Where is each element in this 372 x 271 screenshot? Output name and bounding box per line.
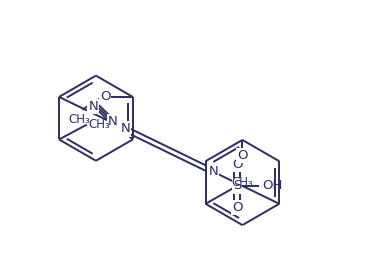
Text: O: O	[100, 91, 110, 104]
Text: N: N	[120, 122, 130, 136]
Text: N: N	[88, 100, 98, 113]
Text: N: N	[108, 115, 118, 128]
Text: CH₃: CH₃	[89, 118, 110, 131]
Text: N: N	[208, 165, 218, 178]
Text: S: S	[233, 179, 241, 192]
Text: O: O	[232, 158, 243, 171]
Text: CH₃: CH₃	[68, 113, 90, 126]
Text: O: O	[232, 201, 243, 214]
Text: OH: OH	[262, 179, 282, 192]
Text: +: +	[99, 94, 108, 104]
Text: CH₃: CH₃	[231, 176, 253, 189]
Text: O: O	[237, 149, 248, 162]
